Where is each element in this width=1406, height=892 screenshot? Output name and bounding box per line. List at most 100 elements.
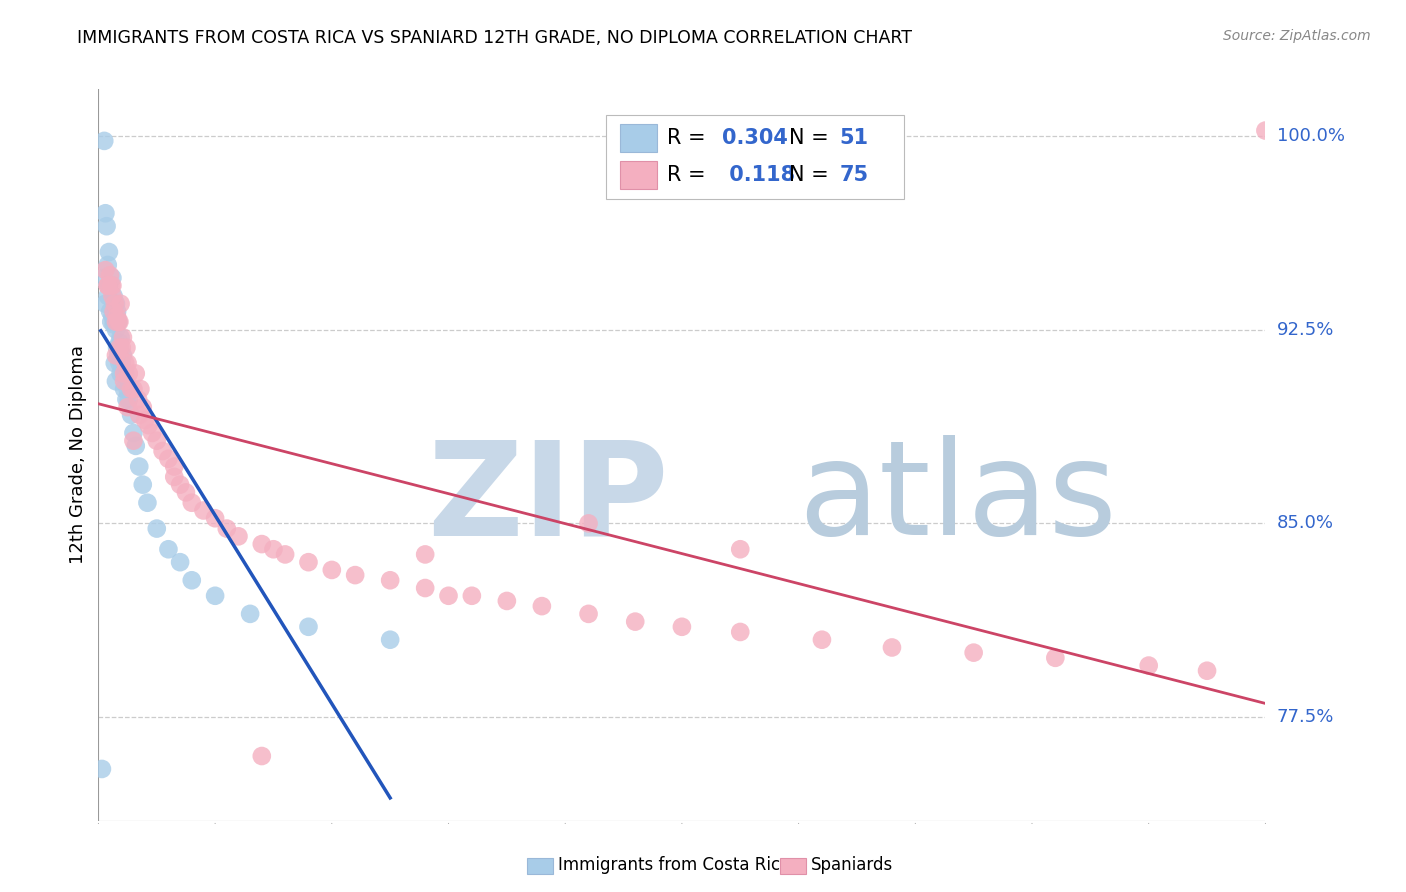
Point: [101, 310, 124, 324]
Point: [262, 542, 284, 557]
Text: 77.5%: 77.5%: [1277, 708, 1334, 726]
Point: [108, 341, 131, 355]
Point: [115, 341, 138, 355]
Point: [157, 451, 180, 466]
Point: [461, 589, 484, 603]
Point: [111, 356, 134, 370]
Point: [122, 425, 145, 440]
Point: [101, 278, 124, 293]
Point: [110, 330, 132, 344]
Text: 92.5%: 92.5%: [1277, 320, 1334, 339]
Point: [112, 367, 135, 381]
Point: [136, 496, 159, 510]
Bar: [620, 161, 658, 189]
Point: [1254, 123, 1277, 137]
Text: 75: 75: [839, 165, 869, 185]
Text: 0.304: 0.304: [721, 128, 787, 148]
Point: [141, 425, 163, 440]
Point: [193, 503, 215, 517]
Point: [204, 589, 226, 603]
Text: 100.0%: 100.0%: [1277, 127, 1344, 145]
Point: [103, 289, 125, 303]
Point: [94, 296, 117, 310]
Point: [730, 542, 752, 557]
Point: [204, 511, 226, 525]
Point: [125, 367, 148, 381]
Point: [101, 271, 124, 285]
Point: [174, 485, 197, 500]
Point: [380, 632, 402, 647]
Point: [98, 268, 121, 283]
Point: [239, 607, 262, 621]
Text: IMMIGRANTS FROM COSTA RICA VS SPANIARD 12TH GRADE, NO DIPLOMA CORRELATION CHART: IMMIGRANTS FROM COSTA RICA VS SPANIARD 1…: [77, 29, 912, 46]
Y-axis label: 12th Grade, No Diploma: 12th Grade, No Diploma: [69, 345, 87, 565]
Point: [962, 646, 984, 660]
Point: [104, 296, 127, 310]
Point: [104, 348, 127, 362]
Point: [138, 418, 160, 433]
Point: [107, 315, 129, 329]
Point: [97, 289, 120, 303]
Point: [104, 374, 127, 388]
Point: [120, 382, 142, 396]
Text: ZIP: ZIP: [427, 435, 668, 562]
Point: [578, 607, 600, 621]
Point: [111, 341, 134, 355]
Point: [413, 581, 436, 595]
Point: [146, 522, 169, 536]
Point: [104, 356, 127, 370]
Text: Immigrants from Costa Rica: Immigrants from Costa Rica: [558, 856, 790, 874]
Point: [413, 548, 436, 562]
Point: [163, 470, 186, 484]
Point: [117, 400, 139, 414]
Point: [163, 459, 186, 474]
Point: [146, 434, 169, 448]
Point: [344, 568, 367, 582]
Point: [107, 315, 129, 329]
Point: [111, 348, 134, 362]
Point: [97, 278, 120, 293]
Point: [93, 134, 115, 148]
Text: N =: N =: [789, 165, 835, 185]
Point: [811, 632, 834, 647]
Point: [118, 392, 141, 407]
Point: [112, 374, 135, 388]
Point: [730, 624, 752, 639]
Point: [115, 392, 138, 407]
Point: [380, 574, 402, 588]
Point: [110, 296, 132, 310]
Point: [97, 245, 120, 260]
Point: [228, 529, 250, 543]
Point: [104, 322, 127, 336]
Point: [101, 289, 124, 303]
Bar: [620, 124, 658, 153]
Point: [120, 408, 142, 422]
Point: [110, 367, 132, 381]
Point: [132, 400, 155, 414]
Point: [578, 516, 600, 531]
Point: [152, 444, 174, 458]
Point: [132, 477, 155, 491]
Point: [117, 382, 139, 396]
Point: [122, 434, 145, 448]
Point: [1045, 650, 1067, 665]
Point: [128, 408, 150, 422]
Point: [129, 382, 152, 396]
Point: [127, 392, 149, 407]
Point: [321, 563, 343, 577]
Point: [118, 367, 141, 381]
Point: [157, 542, 180, 557]
Point: [180, 574, 202, 588]
Point: [98, 304, 121, 318]
Point: [125, 439, 148, 453]
Point: [297, 555, 319, 569]
Point: [97, 258, 120, 272]
Point: [91, 271, 114, 285]
Point: [496, 594, 519, 608]
Point: [624, 615, 647, 629]
Point: [94, 263, 117, 277]
Point: [880, 640, 903, 655]
Point: [180, 496, 202, 510]
Point: [114, 367, 136, 381]
Point: [111, 330, 134, 344]
